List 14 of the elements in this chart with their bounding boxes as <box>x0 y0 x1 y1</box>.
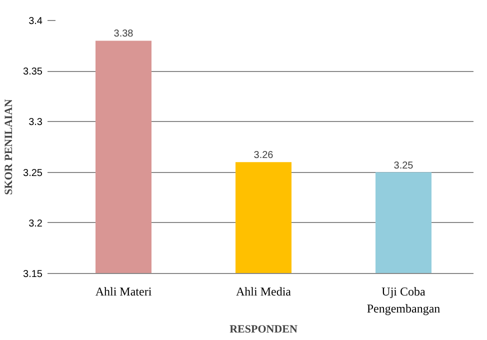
y-tick-label: 3.2 <box>28 218 43 230</box>
x-tick-label: Ahli Media <box>236 284 292 298</box>
x-axis-title: RESPONDEN <box>230 323 298 336</box>
y-tick-label: 3.3 <box>28 117 43 128</box>
data-label: 3.38 <box>114 28 134 40</box>
y-tick-label: 3.35 <box>23 66 43 78</box>
data-label: 3.25 <box>394 160 414 172</box>
y-axis-title: SKOR PENILAIAN <box>3 99 16 195</box>
x-tick-label: Ahli Materi <box>95 284 152 298</box>
data-label: 3.26 <box>254 150 274 162</box>
x-tick-label: Uji Coba Pengembangan <box>366 284 440 316</box>
y-tick-label: 3.25 <box>23 168 43 179</box>
y-tick-label: 3.15 <box>23 269 43 280</box>
y-tick-label: 3.4 <box>28 16 43 27</box>
